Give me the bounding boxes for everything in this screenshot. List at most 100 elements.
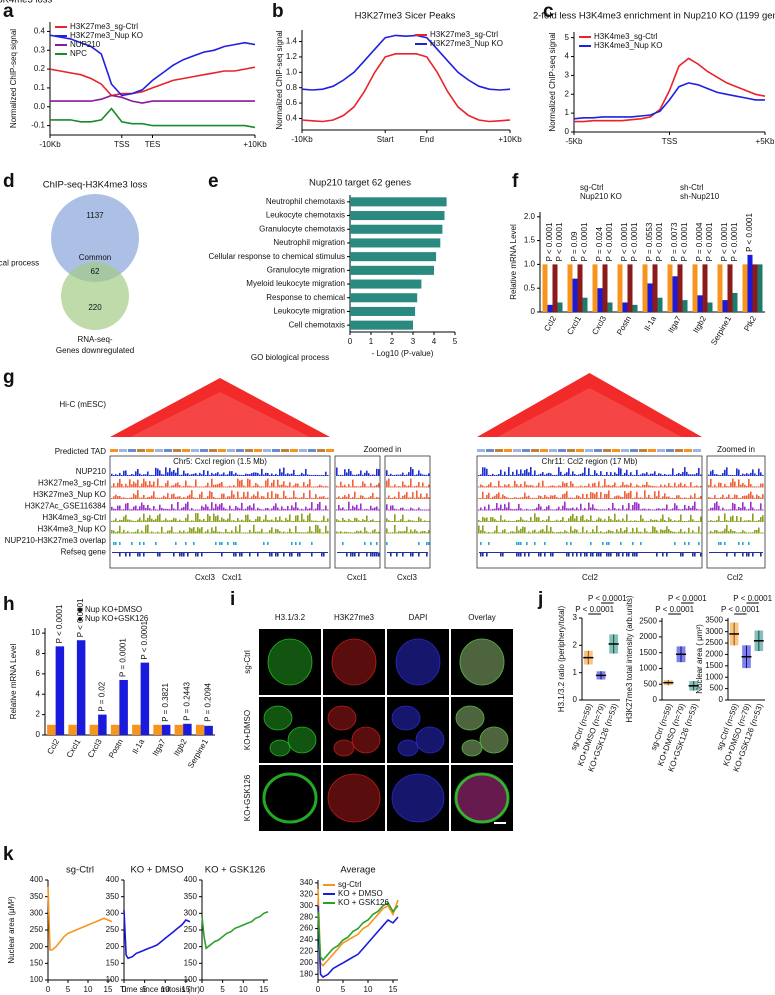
signal (352, 521, 354, 522)
zoom-frame (384, 455, 431, 569)
signal (277, 507, 279, 511)
signal (496, 525, 498, 534)
signal (508, 467, 510, 476)
signal (402, 514, 404, 522)
signal (616, 552, 618, 557)
signal (307, 484, 309, 488)
signal (510, 508, 512, 511)
signal (546, 496, 548, 499)
tad-segment (308, 449, 316, 452)
signal (746, 552, 748, 557)
signal (716, 530, 718, 534)
signal (311, 531, 313, 534)
signal (291, 497, 293, 499)
signal (259, 508, 261, 511)
y-axis-label: Normalized ChIP-seq signal (548, 32, 557, 131)
category-label: Leukocyte migration (273, 307, 345, 316)
signal (608, 474, 610, 476)
y-tick-label: 400 (106, 875, 120, 884)
signal (500, 532, 502, 534)
signal (712, 497, 714, 499)
signal (420, 518, 422, 522)
signal (554, 520, 556, 522)
signal (616, 495, 618, 499)
signal (378, 469, 380, 476)
signal (600, 531, 602, 534)
signal (231, 486, 233, 488)
p-value-label: P < 0.0001 (580, 222, 589, 261)
signal (662, 474, 664, 476)
y-tick-label: 200 (184, 942, 198, 951)
signal (125, 470, 127, 476)
nucleus (287, 726, 317, 754)
signal (177, 532, 179, 534)
signal (642, 518, 644, 522)
legend-label: H3K27me3_sg-Ctrl (430, 30, 498, 39)
chart-title: ChIP-seq-H3K4me3 loss (0, 0, 53, 6)
signal (428, 520, 430, 522)
signal (512, 471, 514, 476)
signal (748, 532, 750, 534)
signal (358, 552, 360, 557)
signal (410, 520, 412, 522)
signal (544, 494, 546, 499)
signal (171, 471, 173, 476)
signal (486, 509, 488, 511)
signal (269, 552, 271, 557)
signal (271, 527, 273, 534)
signal (526, 468, 528, 476)
y-tick-label: 250 (184, 925, 198, 934)
signal (552, 485, 554, 488)
signal (139, 486, 141, 488)
signal (259, 486, 261, 488)
signal (199, 494, 201, 499)
signal (368, 532, 370, 534)
signal (175, 542, 177, 545)
signal (309, 526, 311, 534)
signal (402, 552, 404, 557)
signal (263, 519, 265, 522)
bar (89, 724, 99, 735)
p-value-label: P < 0.0001 (668, 594, 707, 603)
signal (406, 486, 408, 488)
signal (165, 483, 167, 488)
signal (368, 520, 370, 522)
signal (632, 552, 634, 557)
signal (596, 486, 598, 488)
signal (716, 474, 718, 476)
signal (734, 503, 736, 511)
signal (582, 486, 584, 488)
signal (552, 520, 554, 522)
legend-marker (78, 617, 82, 621)
signal (616, 509, 618, 511)
hic-map-light (497, 388, 682, 437)
signal (482, 485, 484, 488)
signal (598, 474, 600, 476)
signal (646, 497, 648, 499)
p-value-label: P < 0.0001 (620, 222, 629, 261)
signal (207, 529, 209, 534)
signal (143, 513, 145, 522)
signal (758, 527, 760, 534)
signal (720, 482, 722, 488)
signal (664, 520, 666, 522)
signal (420, 493, 422, 499)
signal (540, 520, 542, 522)
signal (484, 506, 486, 511)
signal (121, 532, 123, 534)
signal (756, 520, 758, 522)
signal (626, 484, 628, 488)
signal (418, 542, 420, 545)
signal (668, 496, 670, 499)
tad-segment (290, 449, 298, 452)
signal (157, 509, 159, 511)
signal (568, 552, 570, 557)
signal (746, 520, 748, 522)
signal (412, 531, 414, 534)
signal (392, 532, 394, 534)
signal (171, 519, 173, 522)
signal (129, 509, 131, 511)
signal (149, 474, 151, 476)
y-tick-label: 1.0 (524, 259, 536, 268)
x-tick-label: 10 (84, 985, 93, 994)
